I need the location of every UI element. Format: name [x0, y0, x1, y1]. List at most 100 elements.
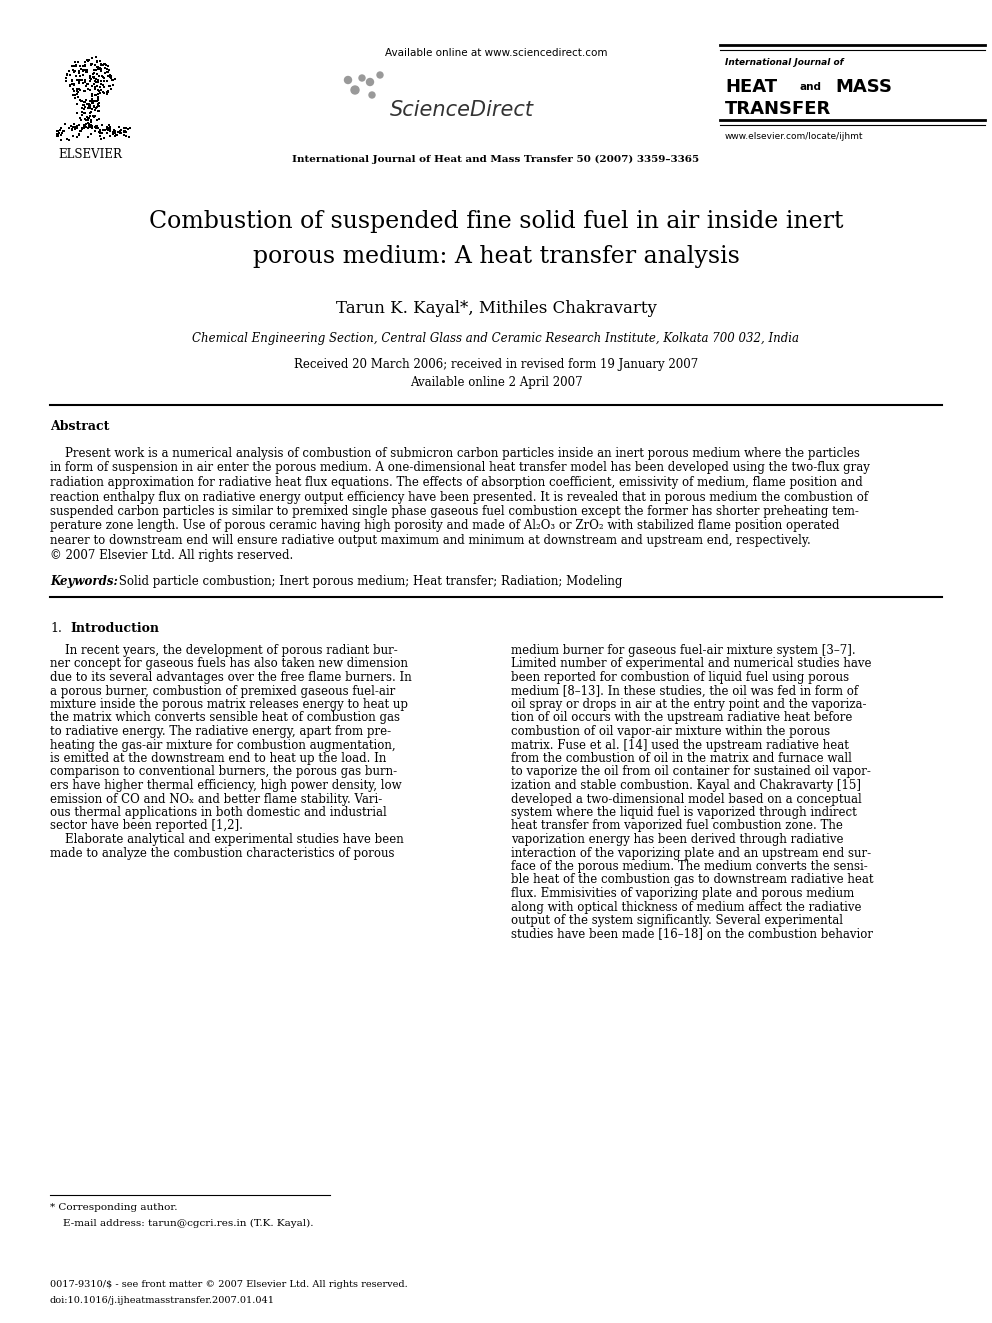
- Text: ble heat of the combustion gas to downstream radiative heat: ble heat of the combustion gas to downst…: [511, 873, 874, 886]
- Text: matrix. Fuse et al. [14] used the upstream radiative heat: matrix. Fuse et al. [14] used the upstre…: [511, 738, 849, 751]
- Point: [73, 91, 89, 112]
- Point: [107, 69, 123, 90]
- Point: [70, 52, 86, 73]
- Point: [71, 73, 87, 94]
- Point: [91, 122, 107, 143]
- Point: [74, 70, 90, 91]
- Text: Introduction: Introduction: [70, 622, 159, 635]
- Point: [82, 114, 98, 135]
- Point: [97, 57, 113, 78]
- Point: [100, 82, 116, 103]
- Point: [69, 70, 85, 91]
- Point: [91, 65, 107, 86]
- Point: [112, 123, 128, 144]
- Point: [66, 119, 82, 140]
- Point: [92, 73, 108, 94]
- Point: [76, 118, 92, 139]
- Point: [74, 56, 90, 77]
- Point: [73, 102, 89, 123]
- Text: ous thermal applications in both domestic and industrial: ous thermal applications in both domesti…: [50, 806, 387, 819]
- Point: [82, 65, 98, 86]
- Point: [77, 97, 93, 118]
- Text: mixture inside the porous matrix releases energy to heat up: mixture inside the porous matrix release…: [50, 699, 408, 710]
- Point: [77, 115, 93, 136]
- Text: to radiative energy. The radiative energy, apart from pre-: to radiative energy. The radiative energ…: [50, 725, 391, 738]
- Text: tion of oil occurs with the upstream radiative heat before: tion of oil occurs with the upstream rad…: [511, 712, 852, 725]
- Point: [53, 124, 68, 146]
- Text: developed a two-dimensional model based on a conceptual: developed a two-dimensional model based …: [511, 792, 862, 806]
- Text: nearer to downstream end will ensure radiative output maximum and minimum at dow: nearer to downstream end will ensure rad…: [50, 534, 810, 546]
- Point: [88, 50, 104, 71]
- Point: [105, 69, 121, 90]
- Point: [122, 118, 138, 139]
- Point: [63, 115, 79, 136]
- Ellipse shape: [351, 86, 359, 94]
- Point: [83, 116, 99, 138]
- Point: [64, 73, 80, 94]
- Point: [71, 56, 87, 77]
- Point: [99, 122, 115, 143]
- Point: [69, 127, 85, 148]
- Point: [72, 58, 88, 79]
- Point: [76, 115, 92, 136]
- Text: along with optical thickness of medium affect the radiative: along with optical thickness of medium a…: [511, 901, 861, 913]
- Text: vaporization energy has been derived through radiative: vaporization energy has been derived thr…: [511, 833, 843, 845]
- Point: [91, 58, 107, 79]
- Point: [75, 61, 91, 82]
- Point: [87, 71, 103, 93]
- Point: [102, 65, 118, 86]
- Text: ELSEVIER: ELSEVIER: [59, 148, 122, 161]
- Point: [86, 74, 102, 95]
- Point: [63, 69, 79, 90]
- Point: [80, 78, 96, 99]
- Point: [68, 69, 84, 90]
- Point: [71, 66, 87, 87]
- Point: [83, 116, 99, 138]
- Point: [86, 62, 102, 83]
- Point: [85, 106, 101, 127]
- Text: and: and: [800, 82, 822, 93]
- Point: [96, 83, 112, 105]
- Text: medium [8–13]. In these studies, the oil was fed in form of: medium [8–13]. In these studies, the oil…: [511, 684, 858, 697]
- Point: [51, 122, 66, 143]
- Text: comparison to conventional burners, the porous gas burn-: comparison to conventional burners, the …: [50, 766, 397, 778]
- Point: [83, 111, 99, 132]
- Point: [77, 56, 93, 77]
- Point: [62, 61, 77, 82]
- Point: [100, 65, 116, 86]
- Point: [71, 62, 87, 83]
- Point: [72, 120, 88, 142]
- Point: [91, 93, 107, 114]
- Point: [107, 122, 123, 143]
- Point: [80, 110, 96, 131]
- Point: [92, 82, 108, 103]
- Point: [71, 89, 87, 110]
- Point: [99, 70, 115, 91]
- Point: [49, 126, 64, 147]
- Point: [87, 77, 103, 98]
- Text: Available online 2 April 2007: Available online 2 April 2007: [410, 376, 582, 389]
- Point: [70, 124, 86, 146]
- Text: a porous burner, combustion of premixed gaseous fuel-air: a porous burner, combustion of premixed …: [50, 684, 395, 697]
- Point: [89, 101, 105, 122]
- Point: [86, 90, 102, 111]
- Point: [64, 70, 80, 91]
- Point: [68, 118, 84, 139]
- Point: [82, 67, 98, 89]
- Point: [116, 120, 132, 142]
- Point: [49, 120, 64, 142]
- Point: [89, 97, 105, 118]
- Text: Available online at www.sciencedirect.com: Available online at www.sciencedirect.co…: [385, 48, 607, 58]
- Point: [66, 62, 82, 83]
- Point: [52, 119, 67, 140]
- Point: [84, 48, 100, 69]
- Point: [88, 91, 104, 112]
- Point: [121, 127, 137, 148]
- Point: [82, 114, 98, 135]
- Point: [64, 119, 80, 140]
- Point: [99, 118, 115, 139]
- Point: [96, 127, 112, 148]
- Point: [87, 120, 103, 142]
- Point: [64, 118, 80, 139]
- Text: 1.: 1.: [50, 622, 62, 635]
